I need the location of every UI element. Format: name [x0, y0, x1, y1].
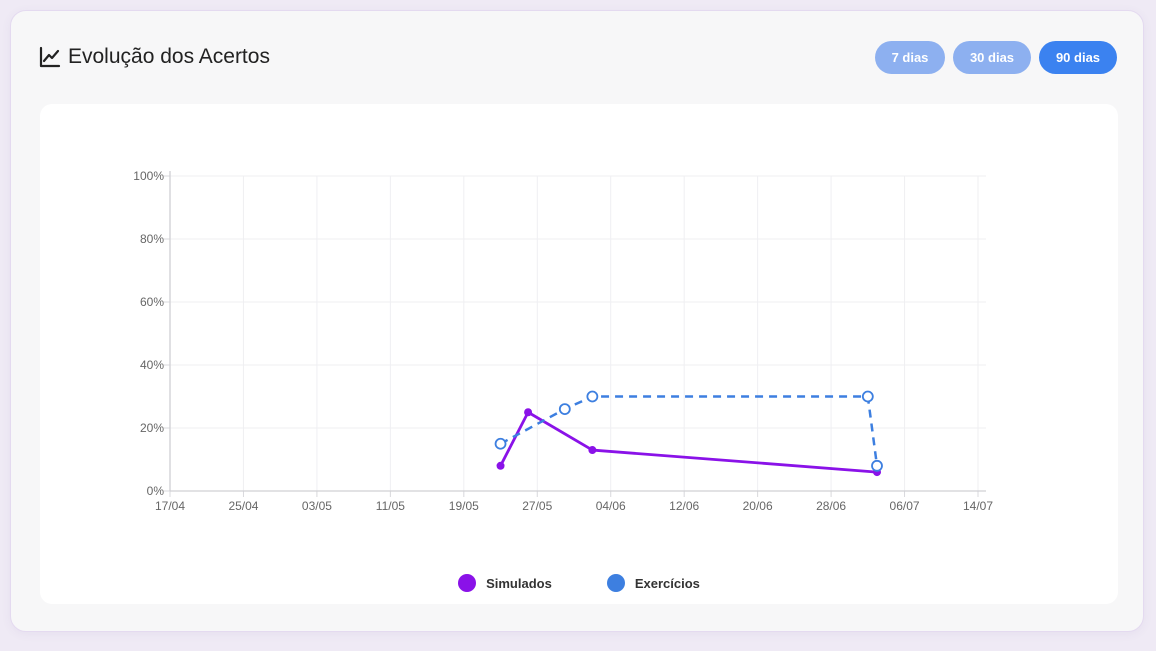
chart-card: Evolução dos Acertos 7 dias 30 dias 90 d… — [10, 10, 1144, 632]
x-tick-label: 14/07 — [963, 499, 993, 513]
period-button-90-days[interactable]: 90 dias — [1039, 41, 1117, 74]
x-tick-label: 20/06 — [743, 499, 773, 513]
x-tick-label: 19/05 — [449, 499, 479, 513]
chart-title: Evolução dos Acertos — [68, 45, 270, 68]
legend-label-simulados: Simulados — [486, 575, 552, 591]
period-button-7-days[interactable]: 7 dias — [875, 41, 945, 74]
y-tick-label: 40% — [140, 358, 164, 372]
line-chart: 0% 20% 40% 60% 80% 100% 17/04 25/04 03/05 11/05 19… — [133, 169, 993, 513]
legend-item-exercicios[interactable]: Exercícios — [606, 574, 700, 592]
x-tick-label: 17/04 — [155, 499, 185, 513]
y-tick-label: 80% — [140, 232, 164, 246]
x-tick-label: 11/05 — [376, 499, 405, 513]
data-point-exercicios — [861, 390, 874, 403]
x-tick-label: 27/05 — [522, 499, 552, 513]
period-button-30-days[interactable]: 30 dias — [953, 41, 1031, 74]
x-tick-label: 25/04 — [228, 499, 258, 513]
y-tick-label: 100% — [133, 169, 164, 183]
data-point-exercicios — [871, 459, 883, 472]
data-point-exercicios — [586, 390, 599, 403]
period-selector: 7 dias 30 dias 90 dias — [875, 41, 1117, 74]
x-tick-label: 04/06 — [596, 499, 626, 513]
legend-swatch-simulados — [458, 574, 477, 592]
series-line-exercicios — [499, 395, 879, 466]
data-point-simulados — [588, 446, 597, 455]
x-tick-label: 12/06 — [669, 499, 699, 513]
data-point-exercicios — [494, 437, 507, 450]
legend-swatch-exercicios — [606, 574, 625, 592]
x-tick-label: 03/05 — [302, 499, 332, 513]
data-point-simulados — [496, 461, 505, 470]
y-tick-label: 20% — [140, 421, 164, 435]
line-chart-icon — [39, 46, 61, 68]
legend-label-exercicios: Exercícios — [634, 575, 700, 591]
card-header: Evolução dos Acertos — [39, 45, 270, 69]
x-tick-label: 06/07 — [890, 499, 920, 513]
y-tick-label: 0% — [147, 484, 165, 498]
series-line-simulados — [499, 410, 878, 474]
data-point-simulados — [524, 408, 533, 417]
data-point-exercicios — [558, 403, 571, 416]
chart-legend: Simulados Exercícios — [40, 574, 1118, 592]
legend-item-simulados[interactable]: Simulados — [458, 574, 552, 592]
x-tick-label: 28/06 — [816, 499, 846, 513]
chart-panel: 0% 20% 40% 60% 80% 100% 17/04 25/04 03/05 11/05 19… — [40, 104, 1118, 604]
y-tick-label: 60% — [140, 295, 164, 309]
